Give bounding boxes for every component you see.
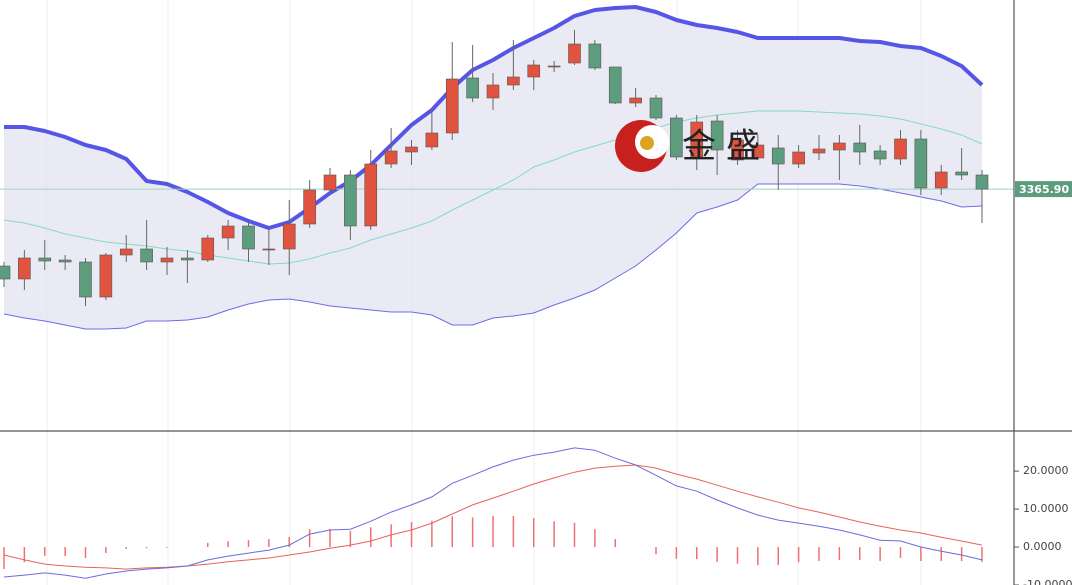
candle-body — [201, 237, 215, 261]
candle-body — [79, 261, 92, 298]
candle-body — [140, 248, 153, 263]
candle-body — [486, 84, 500, 99]
band-fill — [4, 7, 982, 329]
candle-body — [0, 265, 11, 280]
candle-body — [303, 189, 316, 225]
candle-body — [853, 142, 867, 153]
candle-body — [425, 132, 439, 148]
y-tick-label: 0.0000 — [1023, 540, 1062, 553]
candle-body — [18, 257, 31, 280]
dea-line — [3, 464, 983, 570]
candle-body — [955, 171, 968, 176]
candle-body — [181, 257, 194, 261]
logo-dot — [640, 136, 654, 150]
candle-body — [792, 151, 805, 165]
candle-body — [527, 64, 541, 78]
candle-body — [649, 97, 663, 119]
candle-body — [833, 142, 846, 151]
candle-body — [58, 259, 72, 263]
bollinger-lower — [3, 183, 983, 330]
candle-body — [99, 254, 113, 298]
candle-body — [812, 148, 826, 154]
candle-body — [262, 248, 276, 251]
candle-body — [914, 138, 928, 189]
price-pane — [0, 5, 1014, 330]
candle-body — [160, 257, 174, 263]
candle-body — [282, 223, 296, 250]
y-tick-label: -10.0000 — [1023, 578, 1072, 585]
candle-body — [975, 174, 989, 190]
candle-body — [690, 121, 704, 158]
candle-body — [710, 120, 724, 151]
candle-body — [934, 171, 948, 189]
candle-body — [323, 174, 337, 191]
candle-body — [547, 65, 561, 68]
candle-body — [731, 139, 744, 161]
candle-body — [384, 150, 398, 165]
y-tick-label: 20.0000 — [1023, 464, 1069, 477]
watermark: 金盛 — [682, 127, 770, 167]
last-price-label: 3365.90 — [1019, 183, 1069, 196]
candle-body — [751, 144, 765, 159]
candle-body — [466, 77, 479, 99]
candle-body — [405, 146, 418, 153]
candle-body — [771, 147, 785, 165]
candle-body — [588, 43, 602, 69]
y-tick-label: 10.0000 — [1023, 502, 1069, 515]
candle-body — [568, 43, 581, 64]
candle-body — [221, 225, 235, 239]
candle-body — [670, 117, 683, 158]
dif-line — [3, 447, 983, 579]
candle-body — [242, 225, 255, 250]
candle-body — [364, 163, 378, 227]
candle-body — [894, 138, 907, 160]
macd-pane — [3, 447, 983, 579]
candle-body — [629, 97, 642, 104]
candle-body — [445, 78, 459, 134]
bollinger-upper — [4, 5, 984, 230]
candle-body — [344, 174, 357, 227]
logo — [615, 120, 669, 172]
last-price-tag — [1015, 181, 1072, 198]
candle-body — [38, 257, 52, 262]
candle-body — [507, 76, 520, 86]
candle-body — [873, 150, 887, 160]
candle-body — [119, 248, 133, 256]
candle-body — [608, 66, 622, 104]
